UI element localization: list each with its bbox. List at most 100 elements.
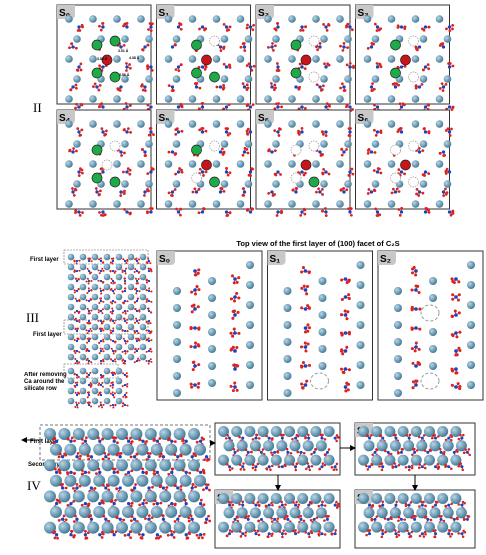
o-atom	[252, 502, 255, 505]
o-atom	[451, 28, 454, 31]
ca-atom	[116, 522, 128, 534]
o-atom	[295, 187, 298, 190]
ca-atom	[358, 493, 369, 504]
o-atom	[394, 529, 397, 532]
o-atom	[196, 534, 199, 537]
o-atom	[322, 84, 325, 87]
o-atom	[102, 348, 104, 350]
o-atom	[242, 194, 245, 197]
o-atom	[233, 328, 236, 331]
o-atom	[442, 194, 445, 197]
si-atom	[460, 504, 463, 507]
o-atom	[399, 127, 402, 130]
si-atom	[448, 130, 451, 133]
o-atom	[113, 372, 115, 374]
si-atom	[276, 130, 279, 133]
o-atom	[99, 189, 102, 192]
o-atom	[100, 377, 102, 379]
ca-atom	[92, 304, 99, 311]
o-atom	[98, 258, 100, 260]
ca-atom	[324, 426, 335, 437]
si-atom	[88, 374, 90, 376]
o-atom	[423, 29, 426, 32]
o-atom	[306, 330, 309, 333]
ca-atom	[357, 301, 365, 309]
si-atom	[148, 270, 150, 272]
o-atom	[122, 291, 124, 293]
o-atom	[190, 327, 193, 330]
o-atom	[335, 440, 338, 443]
ca-atom	[320, 140, 328, 148]
o-atom	[428, 130, 431, 133]
o-atom	[233, 310, 236, 313]
o-atom	[85, 436, 88, 439]
o-atom	[203, 533, 206, 536]
ca-atom	[128, 344, 135, 351]
o-atom	[128, 63, 131, 66]
o-atom	[392, 188, 395, 191]
o-atom	[81, 473, 84, 476]
si-atom	[205, 518, 208, 521]
ca-atom	[297, 455, 308, 466]
o-atom	[70, 42, 73, 45]
o-atom	[139, 359, 141, 361]
o-atom	[122, 396, 124, 398]
o-atom	[89, 322, 91, 324]
ca-atom	[113, 160, 121, 168]
o-atom	[428, 26, 431, 29]
ca-atom	[65, 160, 73, 168]
o-atom	[445, 83, 448, 86]
ca-atom	[388, 55, 396, 63]
ca-atom	[444, 75, 452, 83]
o-atom	[204, 27, 207, 30]
o-atom	[346, 103, 349, 106]
o-atom	[278, 127, 281, 130]
o-atom	[182, 469, 185, 472]
si-atom	[254, 504, 257, 507]
o-atom	[139, 290, 141, 292]
si-atom	[307, 504, 310, 507]
o-atom	[84, 537, 87, 540]
o-atom	[88, 502, 91, 505]
si-atom	[76, 270, 78, 272]
si-atom	[294, 85, 297, 88]
si-atom	[75, 486, 78, 489]
ca-atom	[80, 264, 87, 271]
o-atom	[116, 87, 119, 90]
o-atom	[254, 529, 257, 532]
o-atom	[351, 28, 354, 31]
o-atom	[258, 534, 261, 537]
si-atom	[100, 404, 102, 406]
site-marker	[409, 177, 419, 187]
o-atom	[174, 484, 177, 487]
ca-atom	[467, 381, 475, 389]
ca-atom	[68, 254, 75, 261]
si-atom	[119, 85, 122, 88]
ca-atom	[121, 180, 129, 188]
o-atom	[125, 313, 127, 315]
ca-atom	[173, 355, 181, 363]
site-marker	[192, 173, 202, 183]
ca-atom	[377, 507, 388, 518]
si-atom	[88, 394, 90, 396]
si-atom	[90, 455, 93, 458]
site-marker	[202, 160, 212, 170]
o-atom	[100, 257, 102, 259]
si-atom	[141, 502, 144, 505]
o-atom	[463, 452, 466, 455]
o-atom	[141, 148, 144, 151]
si-atom	[414, 345, 418, 349]
o-atom	[99, 392, 101, 394]
si-atom	[113, 440, 116, 443]
si-atom	[133, 455, 136, 458]
ca-atom	[104, 284, 111, 291]
o-atom	[110, 382, 112, 384]
o-atom	[102, 359, 104, 361]
o-atom	[111, 348, 113, 350]
site-marker	[92, 68, 102, 78]
ca-atom	[128, 254, 135, 261]
o-atom	[103, 452, 106, 455]
ca-atom	[113, 120, 121, 128]
ca-atom	[44, 490, 56, 502]
si-atom	[424, 130, 427, 133]
